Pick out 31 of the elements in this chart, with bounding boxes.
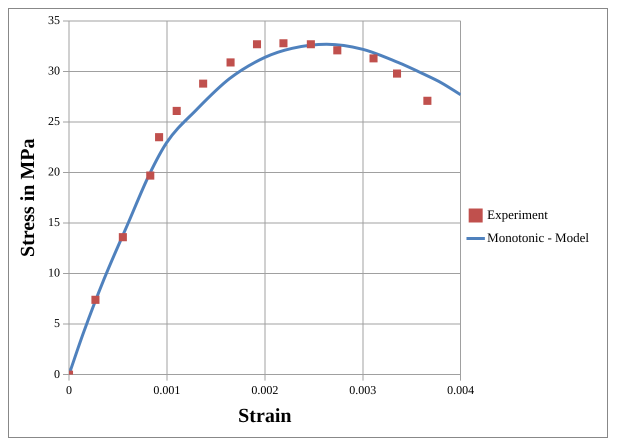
y-tick-label: 15 bbox=[48, 215, 60, 230]
point bbox=[155, 133, 164, 142]
x-tick-label: 0 bbox=[66, 382, 72, 397]
y-tick-label: 5 bbox=[54, 316, 60, 330]
y-tick-label: 30 bbox=[48, 64, 60, 78]
x-tick-label: 0.003 bbox=[349, 382, 376, 397]
y-tick-label: 10 bbox=[48, 266, 60, 280]
y-tick-label: 20 bbox=[48, 164, 60, 179]
point bbox=[392, 70, 402, 78]
point bbox=[226, 58, 235, 66]
y-axis-title: Stress in MPa bbox=[17, 138, 40, 258]
y-tick-label: 35 bbox=[48, 13, 60, 28]
y-tick-label: 0 bbox=[54, 366, 60, 381]
point bbox=[306, 40, 315, 48]
point bbox=[91, 296, 100, 304]
x-axis-title: Strain bbox=[238, 405, 292, 428]
x-tick-label: 0.002 bbox=[251, 382, 278, 397]
point bbox=[199, 80, 208, 88]
point bbox=[146, 172, 154, 180]
point bbox=[333, 46, 342, 54]
y-tick-label: 25 bbox=[48, 114, 60, 128]
point bbox=[423, 96, 432, 105]
point bbox=[118, 233, 127, 242]
point bbox=[252, 40, 262, 48]
point bbox=[172, 106, 181, 115]
legend-label: Experiment bbox=[487, 206, 548, 222]
x-tick-label: 0.001 bbox=[153, 382, 180, 397]
x-tick-label: 0.004 bbox=[447, 382, 474, 397]
point bbox=[369, 54, 378, 62]
legend-label: Monotonic - Model bbox=[487, 230, 590, 245]
point bbox=[279, 39, 288, 48]
